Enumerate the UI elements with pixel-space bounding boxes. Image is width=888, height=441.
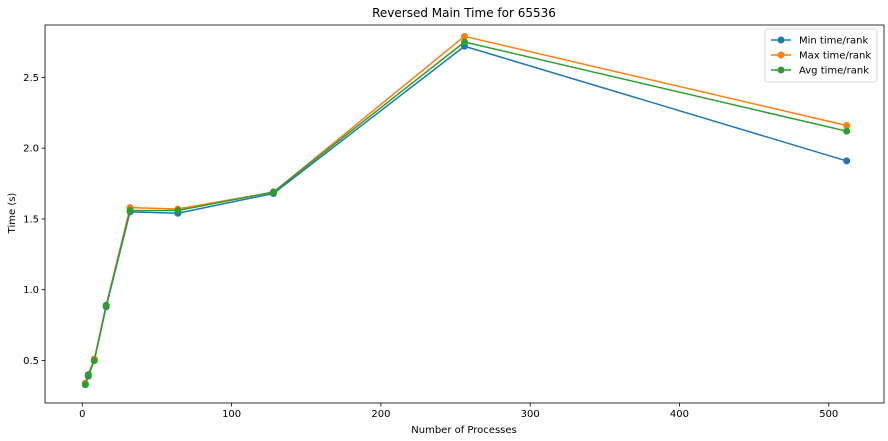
y-tick-label-3: 2.0 — [23, 144, 39, 155]
axes-frame — [44, 24, 885, 404]
data-point-s0-8 — [843, 157, 851, 165]
y-tick-label-1: 1.0 — [23, 285, 39, 296]
legend-label-2: Avg time/rank — [799, 66, 869, 77]
data-point-s2-5 — [174, 206, 182, 214]
y-tick-label-2: 1.5 — [23, 214, 39, 225]
data-point-s1-7 — [461, 32, 468, 40]
data-point-s2-7 — [461, 38, 468, 46]
x-axis-label: Number of Processes — [411, 425, 516, 436]
chart-title: Reversed Main Time for 65536 — [372, 6, 556, 20]
data-point-s2-2 — [90, 357, 98, 365]
data-point-s2-1 — [84, 371, 92, 379]
x-tick-label-1: 100 — [222, 409, 241, 420]
y-axis-label: Time (s) — [7, 193, 18, 235]
data-point-s2-0 — [81, 381, 89, 389]
legend-marker-1 — [777, 51, 785, 59]
legend-label-1: Max time/rank — [799, 51, 871, 62]
data-point-s2-8 — [843, 127, 851, 135]
legend-marker-0 — [777, 36, 785, 44]
plot-area: 0 100 200 300 400 500 0.5 1.0 1.5 2.0 2.5 — [23, 24, 885, 420]
legend-marker-2 — [777, 66, 785, 74]
data-point-s2-4 — [126, 206, 134, 214]
data-point-s1-8 — [843, 122, 851, 130]
x-tick-label-5: 500 — [819, 409, 838, 420]
legend: Min time/rank Max time/rank Avg time/rank — [764, 28, 878, 83]
data-point-s2-3 — [102, 301, 110, 309]
data-point-s2-6 — [269, 188, 277, 196]
x-tick-label-0: 0 — [79, 409, 85, 420]
x-tick-label-4: 400 — [670, 409, 689, 420]
y-tick-label-0: 0.5 — [23, 356, 39, 367]
legend-label-0: Min time/rank — [799, 36, 868, 47]
x-tick-label-3: 300 — [521, 409, 540, 420]
legend-frame — [764, 28, 878, 83]
x-tick-label-2: 200 — [371, 409, 390, 420]
y-tick-label-4: 2.5 — [23, 73, 39, 84]
